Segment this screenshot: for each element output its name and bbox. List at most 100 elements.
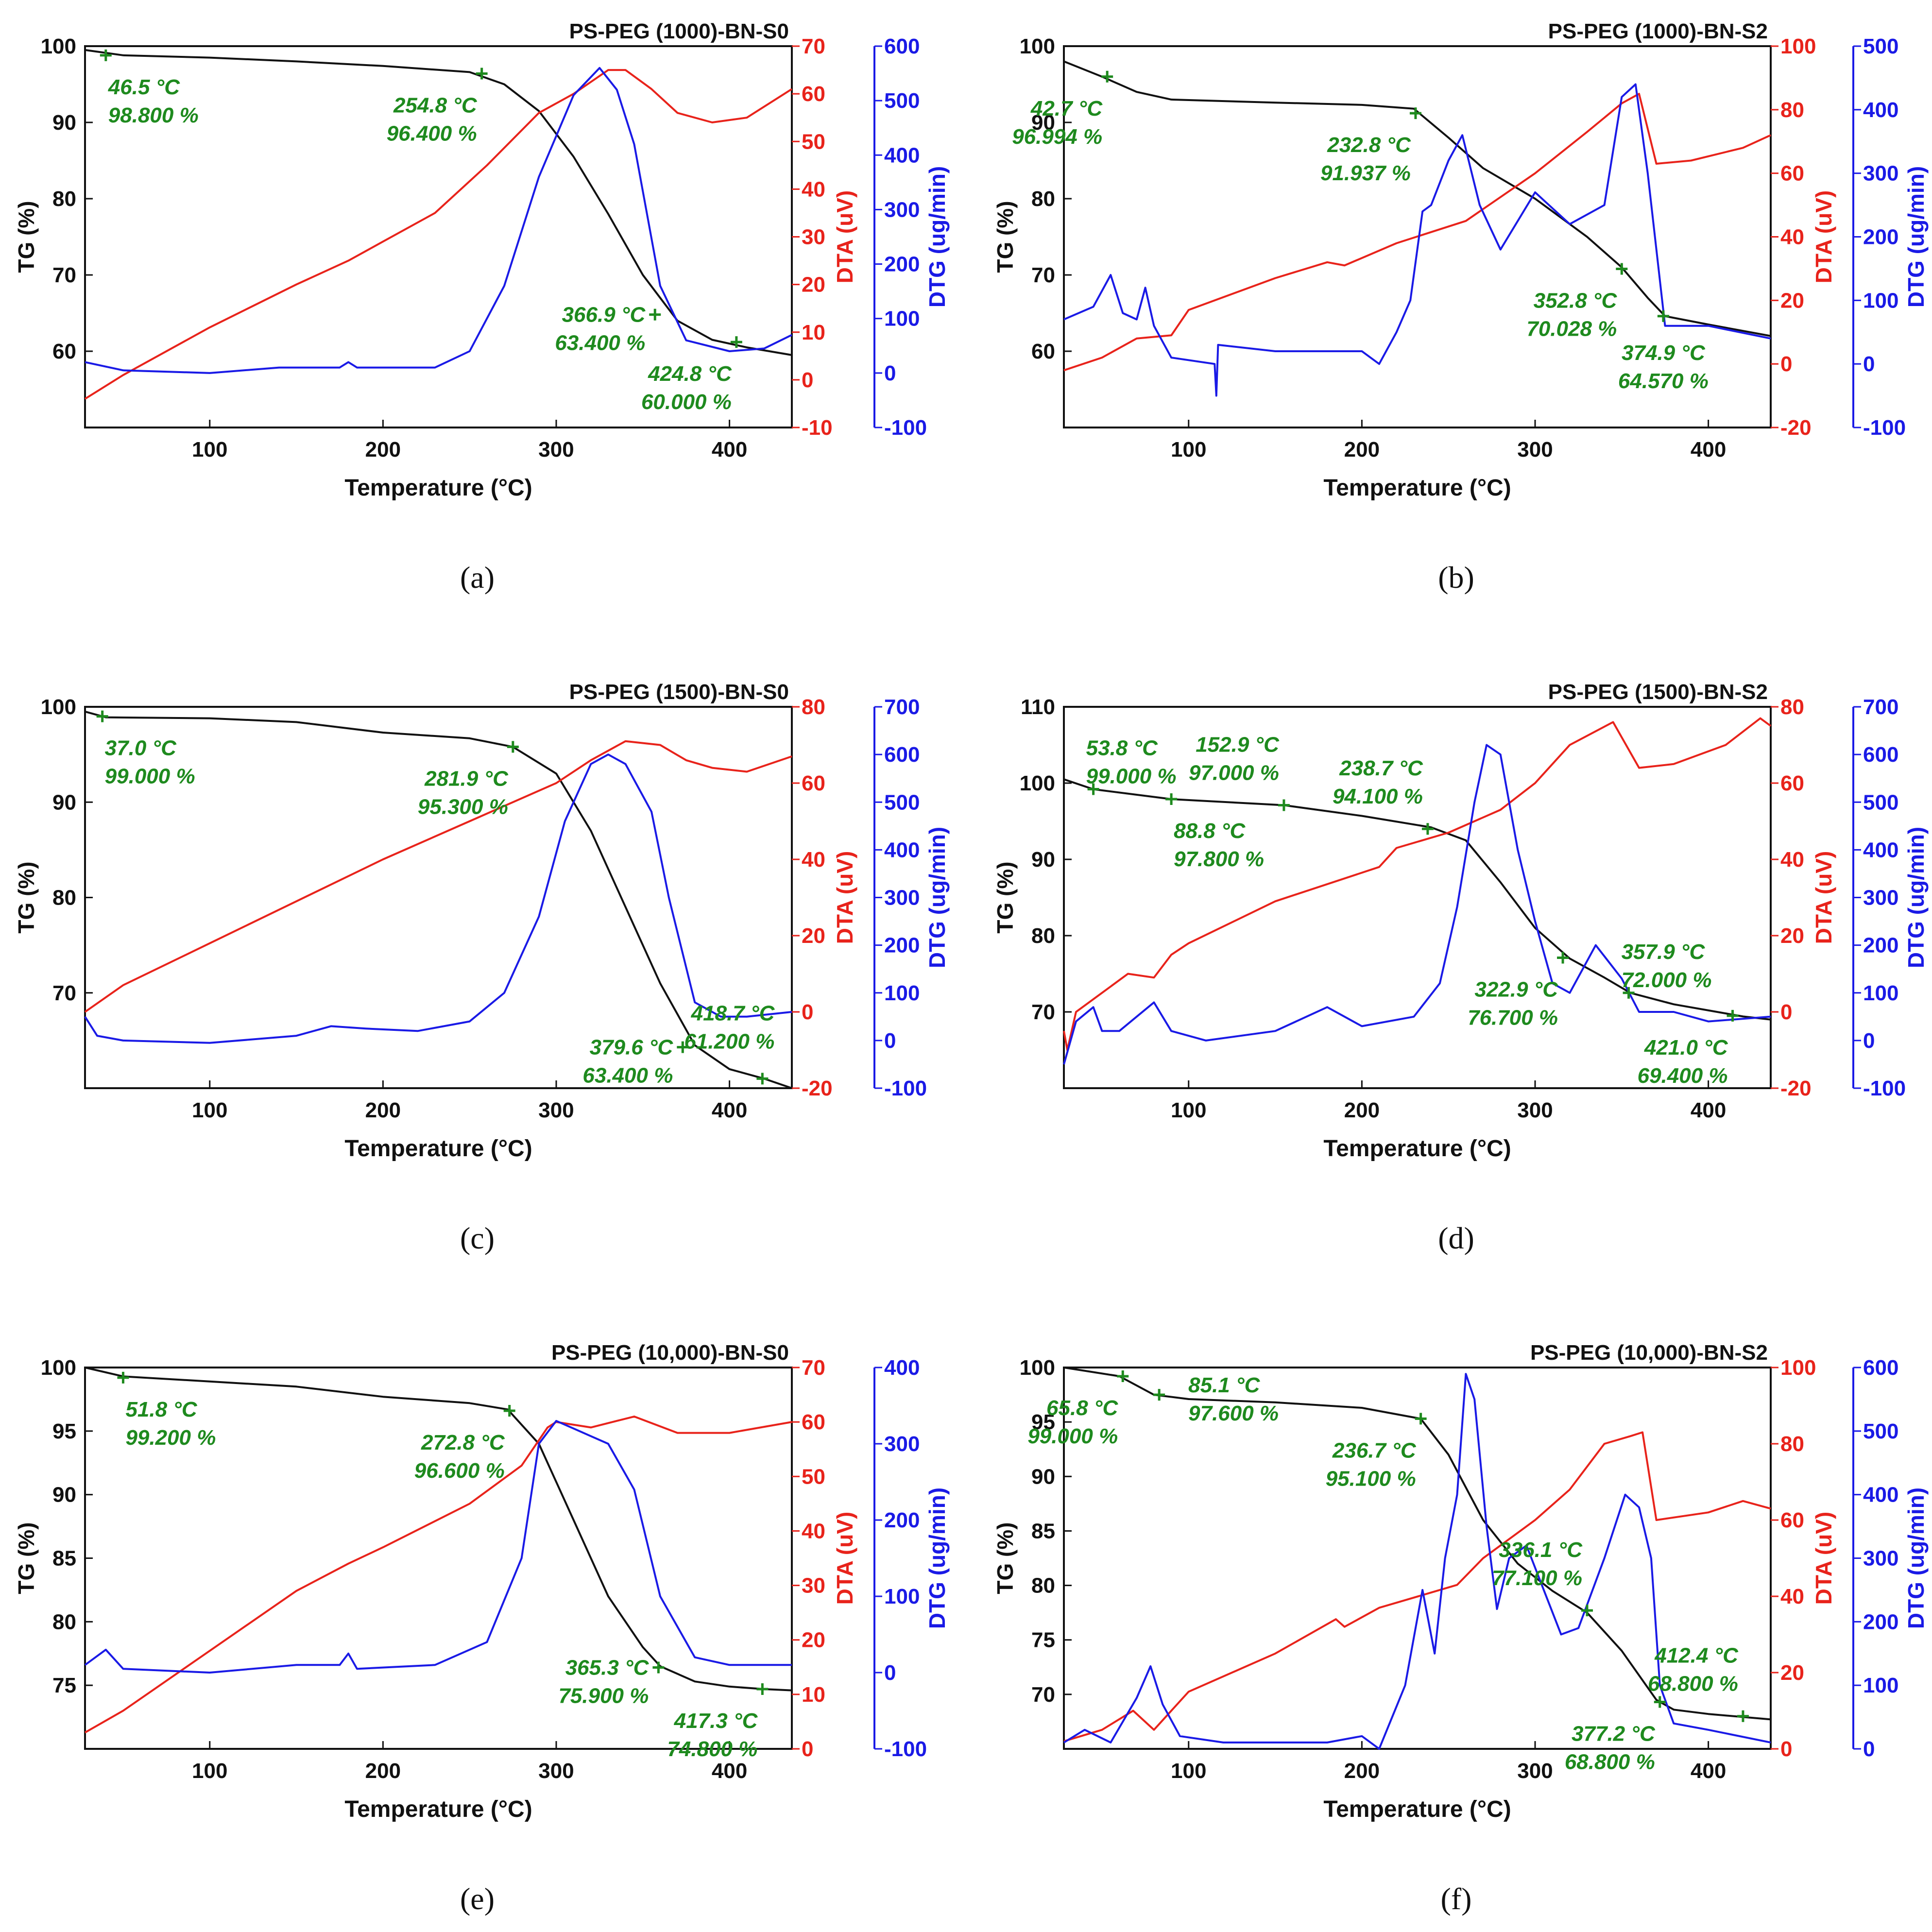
x-tick-label: 200 — [1344, 1759, 1380, 1783]
series-dtg-line — [84, 1419, 792, 1674]
annotation-mass: 61.200 % — [684, 1029, 774, 1053]
tg-axis-label: TG (%) — [992, 861, 1018, 933]
series-tg-line — [85, 49, 792, 356]
x-axis-label: Temperature (°C) — [1323, 1796, 1511, 1822]
x-tick-label: 300 — [1517, 1759, 1553, 1783]
tg-point-marker — [1657, 310, 1669, 322]
annotation-temperature: 379.6 °C — [590, 1036, 674, 1060]
annotation-mass: 97.600 % — [1188, 1402, 1279, 1425]
dta-tick-label: 0 — [802, 1000, 813, 1024]
dtg-tick-label: 700 — [884, 695, 920, 719]
series-dta-line — [1063, 1431, 1771, 1743]
dta-tick-label: 60 — [802, 82, 825, 106]
tg-point-marker — [507, 741, 519, 753]
annotation-mass: 94.100 % — [1333, 785, 1423, 808]
dta-axis-label: DTA (uV) — [1811, 1512, 1836, 1605]
plot-frame — [1063, 1367, 1772, 1750]
annotation-temperature: 352.8 °C — [1534, 289, 1618, 312]
x-axis-label: Temperature (°C) — [344, 1136, 532, 1162]
dta-tick-label: 20 — [1780, 1661, 1804, 1685]
annotation-temperature: 272.8 °C — [421, 1431, 505, 1454]
dtg-tick-label: 200 — [1863, 1610, 1898, 1634]
annotation-mass: 97.800 % — [1174, 847, 1264, 871]
chart-title: PS-PEG (10,000)-BN-S2 — [1530, 1341, 1768, 1365]
annotation-temperature: 254.8 °C — [393, 94, 478, 118]
tg-tick-label: 70 — [1031, 263, 1055, 287]
tg-annotation: 352.8 °C 70.028 % — [1526, 289, 1617, 341]
annotation-temperature: 366.9 °C — [562, 303, 646, 327]
dtg-tick-label: 400 — [1863, 838, 1898, 862]
annotation-mass: 96.600 % — [414, 1459, 505, 1483]
tg-tick-label: 80 — [1031, 1574, 1055, 1598]
tg-point-marker — [1087, 783, 1099, 795]
series-dtg-line — [84, 753, 792, 1044]
annotation-mass: 97.000 % — [1189, 761, 1279, 785]
plot-frame — [84, 1367, 793, 1750]
tg-annotation: 366.9 °C 63.400 % — [555, 303, 646, 355]
tg-tick-label: 100 — [1020, 771, 1055, 795]
dtg-tick-label: 500 — [1863, 1419, 1898, 1443]
tg-tick-label: 70 — [52, 981, 76, 1005]
dta-tick-label: 10 — [802, 1683, 825, 1707]
tg-axis-label: TG (%) — [992, 1522, 1018, 1594]
x-tick-label: 200 — [365, 1759, 401, 1783]
tg-axis-label: TG (%) — [992, 201, 1018, 273]
annotation-temperature: 232.8 °C — [1327, 133, 1411, 157]
dta-axis-label: DTA (uV) — [832, 851, 857, 944]
dtg-tick-label: 100 — [1863, 289, 1898, 312]
dta-tick-label: 40 — [802, 848, 825, 872]
series-dtg-line — [1063, 83, 1771, 397]
panel-caption: (d) — [1438, 1221, 1474, 1255]
annotation-temperature: 412.4 °C — [1654, 1644, 1739, 1668]
dtg-tick-label: 200 — [1863, 225, 1898, 249]
dtg-tick-label: 200 — [884, 1508, 920, 1532]
dtg-tick-label: 0 — [1863, 1737, 1875, 1761]
dtg-tick-label: -100 — [884, 416, 927, 440]
dta-tick-label: 10 — [802, 321, 825, 344]
tg-point-marker — [1616, 263, 1628, 275]
dtg-axis-label: DTG (ug/min) — [1903, 166, 1929, 308]
tg-tick-label: 90 — [1031, 848, 1055, 872]
annotation-temperature: 238.7 °C — [1339, 756, 1423, 780]
dtg-tick-label: -100 — [884, 1077, 927, 1100]
tg-tick-label: 100 — [41, 695, 76, 719]
dtg-axis-label: DTG (ug/min) — [924, 827, 950, 968]
dta-tick-label: 60 — [1780, 162, 1804, 186]
dtg-tick-label: 600 — [884, 34, 920, 58]
tg-tick-label: 100 — [1020, 1356, 1055, 1380]
tg-point-marker — [476, 68, 488, 80]
tg-annotation: 357.9 °C 72.000 % — [1622, 940, 1712, 992]
tg-annotation: 379.6 °C 63.400 % — [582, 1036, 673, 1088]
dta-tick-label: 30 — [802, 1574, 825, 1598]
x-tick-label: 400 — [712, 1098, 747, 1122]
dta-tick-label: 60 — [802, 1410, 825, 1434]
tg-point-marker — [1654, 1696, 1666, 1708]
series-dta-line — [1063, 93, 1771, 372]
dta-tick-label: 30 — [802, 225, 825, 249]
dtg-tick-label: 100 — [884, 307, 920, 331]
dta-tick-label: 20 — [1780, 924, 1804, 948]
dta-tick-label: 100 — [1780, 34, 1816, 58]
x-axis-label: Temperature (°C) — [344, 475, 532, 501]
tg-tick-label: 90 — [52, 1483, 76, 1507]
annotation-mass: 68.800 % — [1565, 1750, 1655, 1774]
x-axis-label: Temperature (°C) — [1323, 1136, 1511, 1162]
annotation-mass: 99.000 % — [1027, 1424, 1118, 1448]
dta-axis-label: DTA (uV) — [832, 190, 857, 284]
annotation-mass: 95.300 % — [418, 795, 508, 819]
annotation-temperature: 365.3 °C — [565, 1656, 650, 1680]
dta-axis-label: DTA (uV) — [1811, 190, 1836, 284]
tg-tick-label: 85 — [1031, 1519, 1055, 1543]
dtg-tick-label: 0 — [884, 1029, 896, 1053]
tg-point-marker — [1415, 1413, 1427, 1425]
tg-point-marker — [1278, 799, 1290, 811]
x-axis-label: Temperature (°C) — [1323, 475, 1511, 501]
dta-tick-label: 20 — [1780, 289, 1804, 312]
dta-tick-label: 20 — [802, 924, 825, 948]
dtg-tick-label: 300 — [884, 1432, 920, 1456]
annotation-temperature: 417.3 °C — [674, 1709, 758, 1733]
dtg-axis-label: DTG (ug/min) — [1903, 827, 1929, 968]
tg-annotation: 236.7 °C 95.100 % — [1326, 1438, 1417, 1490]
annotation-temperature: 85.1 °C — [1188, 1373, 1260, 1397]
